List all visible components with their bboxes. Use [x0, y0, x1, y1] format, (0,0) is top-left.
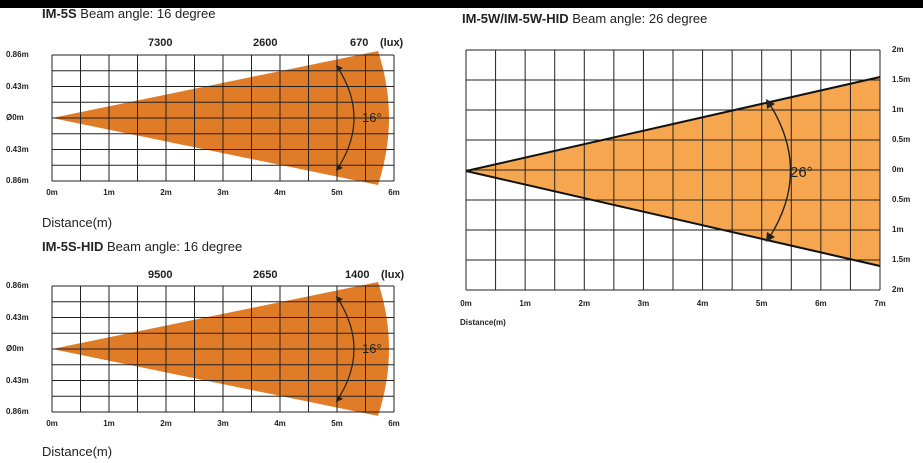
x-tick-label: 7m	[874, 299, 886, 308]
x-tick-label: 5m	[755, 299, 768, 308]
angle-arc	[337, 67, 355, 169]
beam-angle-text: Beam angle: 16 degree	[107, 239, 243, 254]
y-tick-label: 0.86m	[6, 407, 29, 416]
y-tick-label: 1m	[892, 225, 904, 234]
y-tick-label: 2m	[892, 285, 904, 294]
angle-arc	[337, 298, 355, 400]
y-tick-label: 1.5m	[892, 75, 911, 84]
model-name: IM-5S-HID	[42, 239, 104, 254]
x-tick-label: 1m	[103, 188, 115, 197]
x-tick-label: 6m	[388, 419, 400, 428]
angle-label: 16°	[362, 341, 382, 356]
y-tick-label: 0.43m	[6, 144, 29, 154]
y-tick-label: 1m	[892, 105, 904, 114]
beam-angle-text: Beam angle: 16 degree	[80, 6, 216, 21]
lux-value-1m: 9500	[148, 269, 173, 281]
y-tick-label: 0.43m	[6, 375, 29, 385]
arrow-head	[336, 65, 343, 72]
arrow-head	[766, 232, 775, 242]
lux-unit: (lux)	[381, 269, 405, 281]
arrow-head	[766, 99, 775, 109]
x-tick-label: 0m	[46, 419, 58, 428]
y-tick-label: Ø0m	[6, 344, 24, 353]
x-tick-label: 6m	[388, 188, 400, 197]
arrow-head	[336, 296, 343, 303]
x-tick-label: 6m	[815, 299, 827, 308]
diagram-title-im5shid: IM-5S-HID Beam angle: 16 degree	[42, 239, 242, 254]
y-tick-label: 0.43m	[6, 81, 29, 91]
x-tick-label: 1m	[519, 299, 531, 308]
angle-arc	[768, 102, 792, 239]
x-tick-label: 4m	[274, 419, 286, 428]
y-tick-label: 0.5m	[892, 135, 911, 144]
x-tick-label: 3m	[217, 188, 229, 197]
x-tick-label: 4m	[274, 188, 286, 197]
x-tick-label: 2m	[578, 299, 591, 308]
x-tick-label: 4m	[696, 299, 709, 308]
x-tick-label: 0m	[460, 299, 472, 308]
x-tick-label: 2m	[160, 188, 172, 197]
angle-label: 16°	[362, 110, 382, 125]
model-name: IM-5S	[42, 6, 77, 21]
y-tick-label: Ø0m	[6, 113, 24, 122]
angle-label: 26°	[790, 164, 813, 181]
arrow-head	[336, 164, 343, 171]
y-tick-label: 0.86m	[6, 50, 29, 59]
lux-value-far: 670	[350, 37, 369, 49]
lux-value-far: 1400	[345, 269, 370, 281]
x-tick-label: 3m	[637, 299, 650, 308]
x-tick-label: 5m	[331, 188, 343, 197]
model-name: IM-5W/IM-5W-HID	[462, 11, 569, 26]
lux-value-2m: 2600	[253, 37, 278, 49]
xlabel-distance: Distance(m)	[460, 318, 506, 327]
top-black-bar	[0, 0, 923, 8]
xlabel-distance: Distance(m)	[42, 444, 113, 459]
beam-edge-top	[465, 76, 881, 172]
x-tick-label: 1m	[103, 419, 115, 428]
x-tick-label: 2m	[160, 419, 172, 428]
y-tick-label: 0m	[892, 165, 904, 174]
y-tick-label: 0.43m	[6, 312, 29, 322]
lux-unit: (lux)	[380, 37, 404, 49]
beam-edge-bottom	[465, 170, 881, 267]
diagram-title-im5w: IM-5W/IM-5W-HID Beam angle: 26 degree	[462, 11, 707, 26]
y-tick-label: 0.5m	[892, 195, 911, 204]
beam-angle-text: Beam angle: 26 degree	[572, 11, 708, 26]
x-tick-label: 3m	[217, 419, 229, 428]
x-tick-label: 5m	[331, 419, 343, 428]
diagram-title-im5s: IM-5S Beam angle: 16 degree	[42, 6, 215, 21]
x-tick-label: 0m	[46, 188, 58, 197]
y-tick-label: 1.5m	[892, 255, 911, 264]
lux-value-1m: 7300	[148, 37, 173, 49]
y-tick-label: 0.86m	[6, 176, 29, 185]
y-tick-label: 2m	[892, 45, 904, 54]
arrow-head	[336, 395, 343, 402]
lux-value-2m: 2650	[253, 269, 278, 281]
y-tick-label: 0.86m	[6, 281, 29, 290]
xlabel-distance: Distance(m)	[42, 215, 113, 230]
